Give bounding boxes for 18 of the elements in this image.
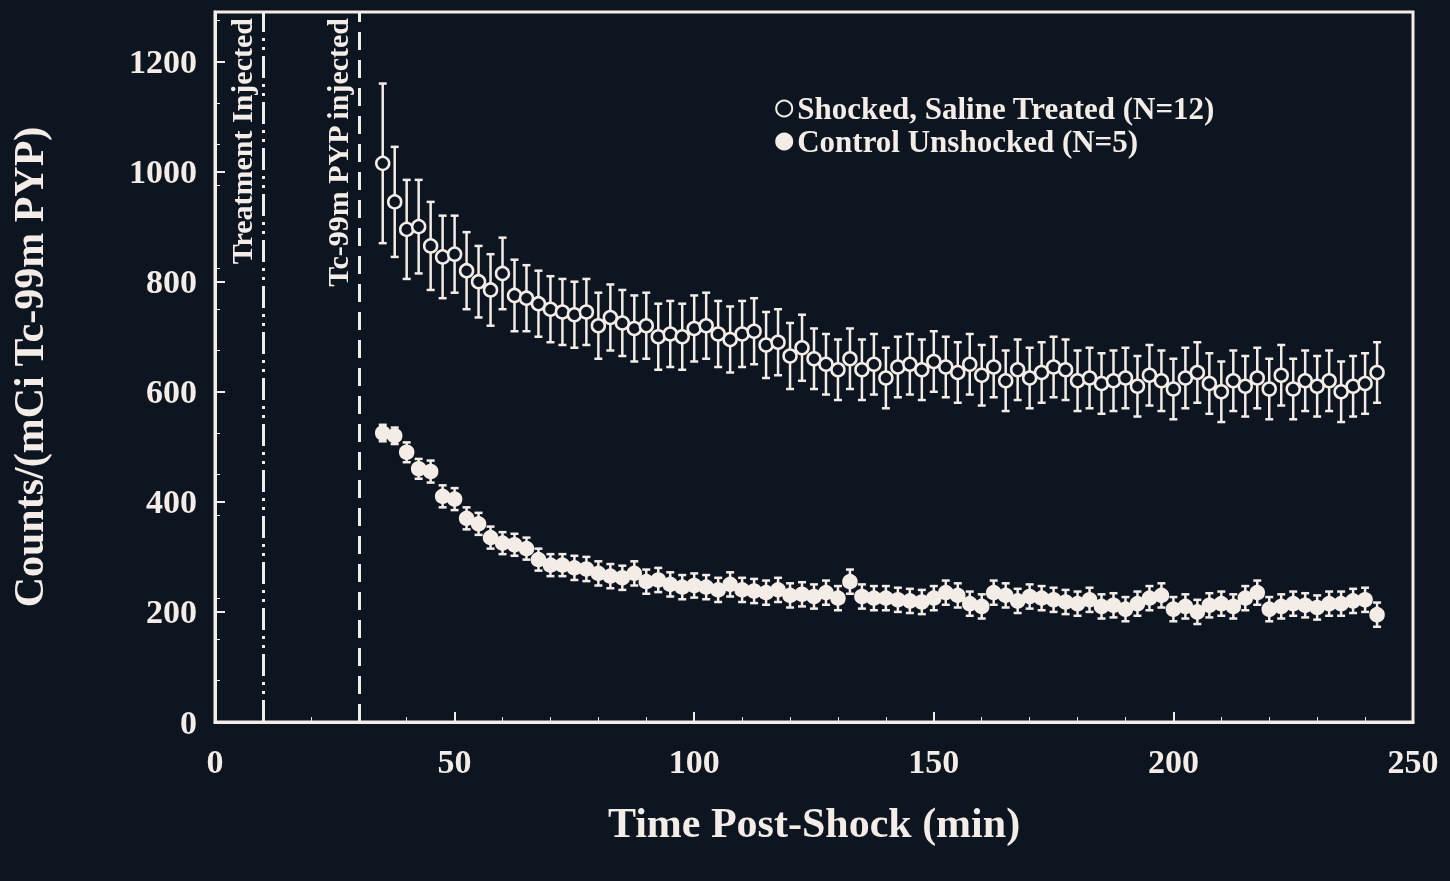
x-tick-label: 200 — [1147, 742, 1199, 780]
y-tick-label: 1200 — [129, 43, 197, 81]
x-tick-label: 150 — [908, 742, 960, 780]
x-tick-label: 0 — [206, 742, 224, 780]
y-tick-label: 800 — [146, 263, 197, 301]
x-axis-title: Time Post-Shock (min) — [607, 800, 1021, 847]
ref-line-label: Treatment Injected — [225, 17, 259, 265]
y-tick-label: 200 — [146, 593, 197, 631]
x-tick-label: 250 — [1387, 742, 1439, 780]
x-tick-label: 50 — [437, 742, 472, 780]
y-tick-label: 1000 — [129, 153, 197, 191]
y-axis-title: Counts/(mCi Tc-99m PYP) — [6, 126, 53, 608]
ref-line-label: Tc-99m PYP injected — [321, 17, 355, 287]
y-tick-label: 600 — [146, 373, 197, 411]
y-tick-label: 400 — [146, 483, 197, 521]
legend-label: Shocked, Saline Treated (N=12) — [797, 91, 1215, 126]
x-tick-label: 100 — [668, 742, 720, 780]
y-tick-label: 0 — [180, 703, 197, 741]
